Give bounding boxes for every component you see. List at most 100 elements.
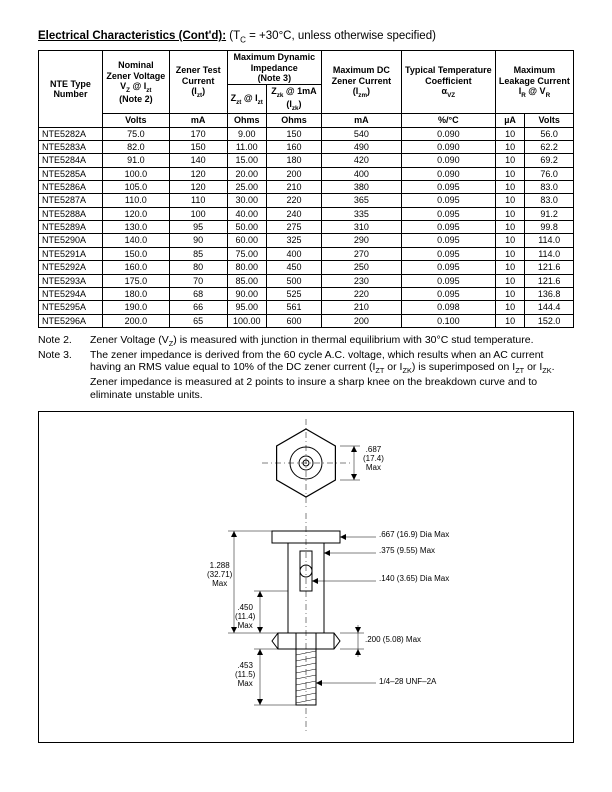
unit-ma-2: mA xyxy=(322,114,402,127)
cell-izt: 95 xyxy=(169,221,227,234)
dim-200: .200 (5.08) Max xyxy=(365,636,421,645)
cell-izt: 65 xyxy=(169,314,227,327)
dim-450: .450(11.4)Max xyxy=(235,604,255,630)
cell-zzt: 20.00 xyxy=(227,167,266,180)
cell-izm: 540 xyxy=(322,127,402,140)
cell-izm: 490 xyxy=(322,141,402,154)
cell-izm: 200 xyxy=(322,314,402,327)
cell-zzk: 210 xyxy=(266,181,321,194)
unit-volts-2: Volts xyxy=(525,114,574,127)
cell-vr: 144.4 xyxy=(525,301,574,314)
cell-vr: 121.6 xyxy=(525,274,574,287)
cell-vz: 190.0 xyxy=(102,301,169,314)
title-cond-1: (T xyxy=(226,30,240,42)
cell-vz: 200.0 xyxy=(102,314,169,327)
cell-ir: 10 xyxy=(495,261,524,274)
cell-vz: 91.0 xyxy=(102,154,169,167)
cell-pn: NTE5291A xyxy=(39,247,103,260)
cell-izm: 335 xyxy=(322,207,402,220)
cell-zzk: 220 xyxy=(266,194,321,207)
unit-ohms-2: Ohms xyxy=(266,114,321,127)
cell-izm: 310 xyxy=(322,221,402,234)
cell-vz: 110.0 xyxy=(102,194,169,207)
unit-volts: Volts xyxy=(102,114,169,127)
cell-ir: 10 xyxy=(495,221,524,234)
cell-ir: 10 xyxy=(495,274,524,287)
table-row: NTE5295A190.06695.005612100.09810144.4 xyxy=(39,301,574,314)
hdr-max-dc: Maximum DC Zener Current (Izm) xyxy=(322,51,402,114)
hdr-zener-test: Zener Test Current (Izt) xyxy=(169,51,227,114)
unit-pct: %/°C xyxy=(401,114,495,127)
notes-block: Note 2. Zener Voltage (VZ) is measured w… xyxy=(38,334,574,402)
cell-pn: NTE5292A xyxy=(39,261,103,274)
note2-body: Zener Voltage (VZ) is measured with junc… xyxy=(90,334,574,349)
cell-avz: 0.090 xyxy=(401,154,495,167)
cell-vr: 99.8 xyxy=(525,221,574,234)
table-row: NTE5296A200.065100.006002000.10010152.0 xyxy=(39,314,574,327)
table-row: NTE5286A105.012025.002103800.0951083.0 xyxy=(39,181,574,194)
cell-avz: 0.100 xyxy=(401,314,495,327)
cell-zzt: 15.00 xyxy=(227,154,266,167)
cell-vz: 160.0 xyxy=(102,261,169,274)
cell-pn: NTE5289A xyxy=(39,221,103,234)
cell-vz: 100.0 xyxy=(102,167,169,180)
dim-140: .140 (3.65) Dia Max xyxy=(379,575,449,584)
cell-pn: NTE5295A xyxy=(39,301,103,314)
cell-zzt: 25.00 xyxy=(227,181,266,194)
table-row: NTE5293A175.07085.005002300.09510121.6 xyxy=(39,274,574,287)
cell-vr: 91.2 xyxy=(525,207,574,220)
cell-ir: 10 xyxy=(495,127,524,140)
cell-izt: 110 xyxy=(169,194,227,207)
cell-zzk: 200 xyxy=(266,167,321,180)
table-row: NTE5289A130.09550.002753100.0951099.8 xyxy=(39,221,574,234)
dim-667: .667 (16.9) Dia Max xyxy=(379,531,449,540)
cell-zzk: 160 xyxy=(266,141,321,154)
hdr-nte: NTE Type Number xyxy=(39,51,103,127)
table-row: NTE5291A150.08575.004002700.09510114.0 xyxy=(39,247,574,260)
cell-ir: 10 xyxy=(495,181,524,194)
table-row: NTE5290A140.09060.003252900.09510114.0 xyxy=(39,234,574,247)
cell-vr: 76.0 xyxy=(525,167,574,180)
cell-vr: 152.0 xyxy=(525,314,574,327)
dim-453: .453(11.5)Max xyxy=(235,662,255,688)
hdr-max-dyn: Maximum Dynamic Impedance (Note 3) xyxy=(227,51,321,85)
table-row: NTE5284A91.014015.001804200.0901069.2 xyxy=(39,154,574,167)
table-row: NTE5294A180.06890.005252200.09510136.8 xyxy=(39,287,574,300)
hdr-nominal: Nominal Zener Voltage VZ @ Izt (Note 2) xyxy=(102,51,169,114)
cell-izm: 220 xyxy=(322,287,402,300)
cell-vz: 180.0 xyxy=(102,287,169,300)
table-row: NTE5282A75.01709.001505400.0901056.0 xyxy=(39,127,574,140)
dim-375: .375 (9.55) Max xyxy=(379,547,435,556)
cell-ir: 10 xyxy=(495,301,524,314)
hdr-zzk: Zzk @ 1mA (Izk) xyxy=(266,85,321,114)
note2-label: Note 2. xyxy=(38,334,90,349)
cell-zzk: 561 xyxy=(266,301,321,314)
cell-vz: 130.0 xyxy=(102,221,169,234)
cell-pn: NTE5286A xyxy=(39,181,103,194)
cell-avz: 0.095 xyxy=(401,234,495,247)
cell-zzk: 450 xyxy=(266,261,321,274)
cell-pn: NTE5282A xyxy=(39,127,103,140)
cell-pn: NTE5288A xyxy=(39,207,103,220)
cell-zzk: 240 xyxy=(266,207,321,220)
cell-vr: 83.0 xyxy=(525,181,574,194)
cell-pn: NTE5290A xyxy=(39,234,103,247)
cell-izt: 80 xyxy=(169,261,227,274)
cell-vz: 105.0 xyxy=(102,181,169,194)
cell-pn: NTE5287A xyxy=(39,194,103,207)
cell-ir: 10 xyxy=(495,247,524,260)
cell-zzt: 90.00 xyxy=(227,287,266,300)
cell-vz: 140.0 xyxy=(102,234,169,247)
cell-zzt: 80.00 xyxy=(227,261,266,274)
cell-pn: NTE5294A xyxy=(39,287,103,300)
unit-ua: µA xyxy=(495,114,524,127)
note3-label: Note 3. xyxy=(38,349,90,402)
cell-zzt: 50.00 xyxy=(227,221,266,234)
cell-zzk: 500 xyxy=(266,274,321,287)
cell-izt: 70 xyxy=(169,274,227,287)
cell-vr: 83.0 xyxy=(525,194,574,207)
cell-vz: 75.0 xyxy=(102,127,169,140)
cell-avz: 0.095 xyxy=(401,247,495,260)
hdr-zzt: Zzt @ Izt xyxy=(227,85,266,114)
cell-zzt: 85.00 xyxy=(227,274,266,287)
